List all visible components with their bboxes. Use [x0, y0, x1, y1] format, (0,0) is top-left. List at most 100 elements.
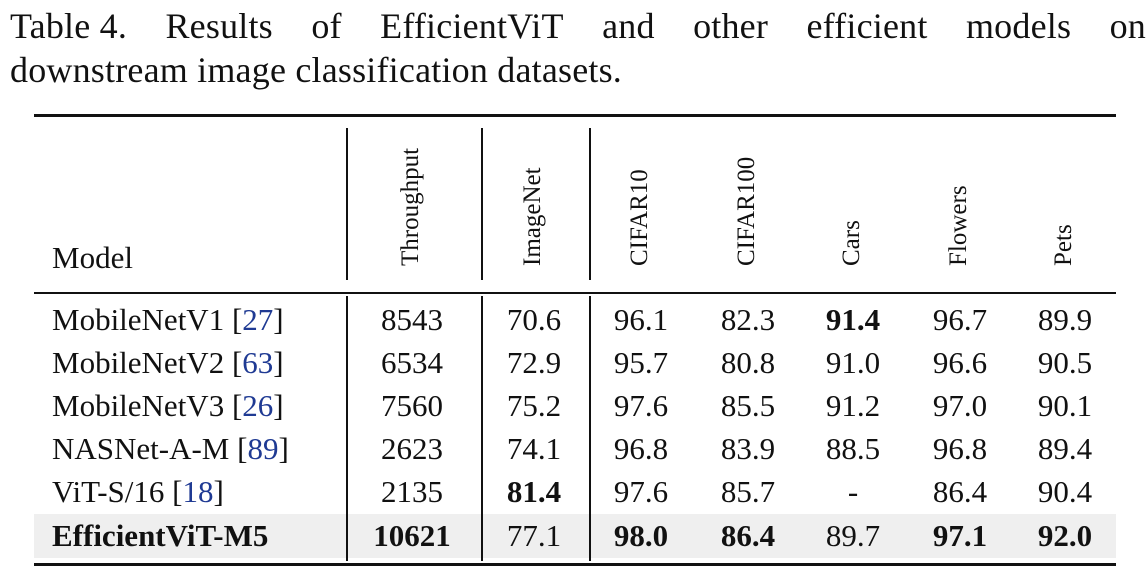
- value-cell-pets: 90.4: [1037, 474, 1093, 509]
- value-cell-cifar10: 96.8: [613, 431, 669, 466]
- caption-word: and: [602, 6, 655, 46]
- column-header-cars: Cars: [838, 220, 865, 266]
- value-cell-pets: 89.4: [1037, 431, 1093, 466]
- value-cell-cifar100: 82.3: [720, 302, 776, 337]
- value-cell-cifar100: 86.4: [720, 518, 776, 553]
- citation-link[interactable]: 63: [242, 345, 274, 380]
- caption-word: on: [1109, 6, 1146, 46]
- table-row: MobileNetV2 [63] 6534 72.9 95.7 80.8 91.0 96.6…: [0, 341, 1148, 385]
- table-row: MobileNetV3 [26] 7560 75.2 97.6 85.5 91.2 97.0…: [0, 384, 1148, 428]
- value-cell-throughput: 6534: [381, 345, 443, 380]
- citation-link[interactable]: 18: [182, 474, 214, 509]
- caption-word: Results: [165, 6, 273, 46]
- value-cell-cifar10: 96.1: [613, 302, 669, 337]
- citation-link[interactable]: 27: [242, 302, 274, 337]
- model-name-cell: NASNet-A-M [89]: [52, 427, 289, 471]
- value-cell-pets: 92.0: [1037, 518, 1093, 553]
- value-cell-cars: 91.0: [825, 345, 881, 380]
- citation-bracket: ]: [278, 431, 289, 466]
- value-cell-flowers: 96.8: [932, 431, 988, 466]
- value-cell-imagenet: 74.1: [506, 431, 562, 466]
- caption-word: EfficientViT: [380, 6, 564, 46]
- model-name-cell: EfficientViT-M5: [52, 514, 268, 558]
- column-divider-body: [481, 296, 483, 561]
- caption-line-1: Table 4. Results of EfficientViT and oth…: [10, 4, 1146, 48]
- citation-link[interactable]: 26: [242, 388, 274, 423]
- table-row: EfficientViT-M5 10621 77.1 98.0 86.4 89.7 97.1…: [0, 514, 1148, 558]
- value-cell-flowers: 86.4: [932, 474, 988, 509]
- value-cell-pets: 89.9: [1037, 302, 1093, 337]
- column-header-pets: Pets: [1050, 224, 1077, 266]
- column-header-cifar10: CIFAR10: [626, 169, 653, 266]
- table-top-rule: [34, 114, 1116, 117]
- model-name-cell: MobileNetV1 [27]: [52, 298, 284, 342]
- value-cell-cifar100: 85.5: [720, 388, 776, 423]
- column-divider-header: [589, 128, 591, 280]
- value-cell-imagenet: 70.6: [506, 302, 562, 337]
- value-cell-cifar10: 98.0: [613, 518, 669, 553]
- value-cell-cifar10: 97.6: [613, 388, 669, 423]
- caption-word: models: [965, 6, 1072, 46]
- citation-bracket: ]: [273, 388, 284, 423]
- value-cell-cars: 88.5: [825, 431, 881, 466]
- value-cell-imagenet: 77.1: [506, 518, 562, 553]
- value-cell-throughput: 2135: [381, 474, 443, 509]
- model-name-cell: MobileNetV2 [63]: [52, 341, 284, 385]
- value-cell-cifar100: 80.8: [720, 345, 776, 380]
- value-cell-flowers: 96.6: [932, 345, 988, 380]
- value-cell-flowers: 97.1: [932, 518, 988, 553]
- value-cell-cifar100: 83.9: [720, 431, 776, 466]
- value-cell-imagenet: 81.4: [506, 474, 562, 509]
- table-header-rule: [34, 292, 1116, 294]
- value-cell-cars: -: [847, 474, 859, 509]
- column-header-imagenet: ImageNet: [519, 167, 546, 266]
- citation-bracket: [: [164, 474, 183, 509]
- value-cell-throughput: 8543: [381, 302, 443, 337]
- citation-bracket: ]: [273, 302, 284, 337]
- citation-bracket: [: [229, 431, 248, 466]
- citation-link[interactable]: 89: [247, 431, 279, 466]
- column-divider-header: [346, 128, 348, 280]
- value-cell-cifar10: 97.6: [613, 474, 669, 509]
- citation-bracket: [: [224, 302, 243, 337]
- model-column-header: Model: [52, 240, 133, 275]
- model-name: MobileNetV2: [52, 345, 225, 380]
- value-cell-flowers: 97.0: [932, 388, 988, 423]
- model-name: MobileNetV3: [52, 388, 225, 423]
- citation-bracket: [: [224, 388, 243, 423]
- caption-line-2: downstream image classification datasets…: [10, 50, 623, 90]
- value-cell-imagenet: 75.2: [506, 388, 562, 423]
- value-cell-flowers: 96.7: [932, 302, 988, 337]
- value-cell-cifar10: 95.7: [613, 345, 669, 380]
- value-cell-pets: 90.5: [1037, 345, 1093, 380]
- caption-word: other: [693, 6, 769, 46]
- caption-label: Table 4.: [10, 6, 128, 46]
- column-divider-body: [589, 296, 591, 561]
- value-cell-cars: 91.4: [825, 302, 881, 337]
- citation-bracket: [: [224, 345, 243, 380]
- caption-word: efficient: [806, 6, 928, 46]
- column-header-throughput: Throughput: [397, 147, 424, 266]
- model-name-cell: MobileNetV3 [26]: [52, 384, 284, 428]
- table-caption: Table 4. Results of EfficientViT and oth…: [10, 4, 1146, 92]
- value-cell-throughput: 10621: [373, 518, 451, 553]
- value-cell-cifar100: 85.7: [720, 474, 776, 509]
- value-cell-cars: 91.2: [825, 388, 881, 423]
- citation-bracket: ]: [213, 474, 224, 509]
- table-row: NASNet-A-M [89] 2623 74.1 96.8 83.9 88.5 96.8 8…: [0, 427, 1148, 471]
- column-divider-header: [481, 128, 483, 280]
- column-divider-body: [346, 296, 348, 561]
- value-cell-throughput: 2623: [381, 431, 443, 466]
- table-row: ViT-S/16 [18] 2135 81.4 97.6 85.7 - 86.4 90.4: [0, 470, 1148, 514]
- table-row: MobileNetV1 [27] 8543 70.6 96.1 82.3 91.4 96.7…: [0, 298, 1148, 342]
- column-header-flowers: Flowers: [945, 185, 972, 266]
- table-bottom-rule: [34, 563, 1116, 566]
- value-cell-imagenet: 72.9: [506, 345, 562, 380]
- model-name-cell: ViT-S/16 [18]: [52, 470, 224, 514]
- model-name: NASNet-A-M: [52, 431, 230, 466]
- model-name: MobileNetV1: [52, 302, 225, 337]
- model-name: EfficientViT-M5: [52, 518, 269, 553]
- model-name: ViT-S/16: [52, 474, 165, 509]
- citation-bracket: ]: [273, 345, 284, 380]
- caption-word: of: [311, 6, 342, 46]
